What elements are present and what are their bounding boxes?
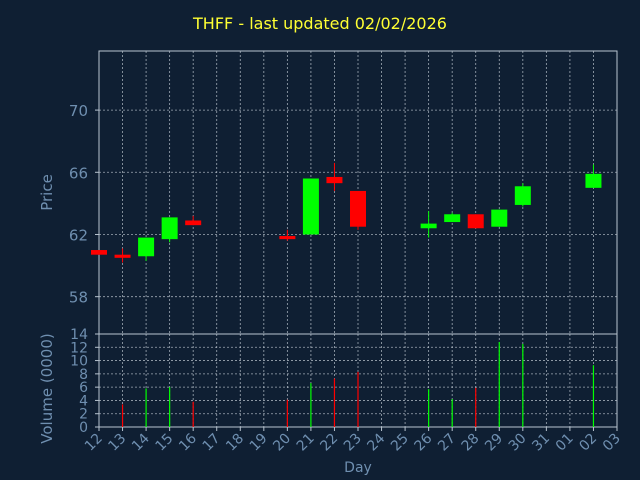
candle-body-20	[279, 236, 296, 240]
candle-body-16	[185, 220, 202, 226]
candle-body-29	[491, 209, 508, 227]
candle-body-27	[444, 214, 461, 223]
x-tick-label: 27	[435, 431, 459, 455]
price-axis-label: Price	[38, 174, 56, 211]
x-tick-label: 19	[247, 431, 271, 455]
candle-body-15	[161, 217, 178, 240]
candle-body-23	[350, 190, 366, 227]
x-tick-label: 30	[506, 431, 530, 455]
x-tick-label: 22	[317, 431, 341, 455]
volume-tick-label: 2	[79, 407, 88, 423]
volume-tick-label: 4	[79, 393, 88, 409]
x-tick-label: 29	[482, 431, 506, 455]
x-tick-label: 24	[364, 430, 388, 454]
volume-tick-label: 14	[70, 327, 88, 343]
x-tick-label: 28	[459, 431, 483, 455]
x-tick-label: 15	[153, 431, 177, 455]
volume-tick-label: 12	[70, 340, 88, 356]
volume-tick-label: 10	[70, 354, 88, 370]
chart-title: THFF - last updated 02/02/2026	[193, 14, 447, 33]
x-tick-label: 02	[576, 431, 600, 455]
volume-tick-label: 8	[79, 367, 88, 383]
candle-body-14	[138, 237, 155, 257]
x-tick-label: 13	[105, 431, 129, 455]
x-tick-label: 18	[223, 431, 247, 455]
x-tick-label: 14	[129, 430, 153, 454]
candle-body-22	[326, 176, 343, 184]
candle-body-02	[585, 173, 602, 188]
candle-body-26	[420, 223, 437, 229]
price-tick-label: 58	[69, 289, 88, 307]
price-tick-label: 62	[69, 226, 88, 244]
x-tick-label: 26	[412, 430, 436, 454]
x-axis-label: Day	[344, 460, 372, 476]
candle-body-12	[91, 250, 107, 255]
volume-tick-label: 6	[79, 380, 88, 396]
candle-body-28	[467, 214, 484, 229]
x-tick-label: 31	[529, 431, 553, 455]
candle-body-21	[302, 178, 319, 235]
x-tick-label: 25	[388, 431, 412, 455]
candle-body-30	[514, 186, 531, 205]
volume-axis-label: Volume (0000)	[38, 333, 56, 443]
price-tick-label: 66	[69, 164, 88, 182]
x-tick-label: 03	[600, 431, 624, 455]
price-tick-label: 70	[69, 102, 88, 120]
x-tick-label: 17	[200, 431, 224, 455]
x-tick-label: 23	[341, 431, 365, 455]
x-tick-label: 16	[176, 430, 200, 454]
candle-body-13	[114, 254, 131, 258]
volume-tick-label: 0	[79, 420, 88, 436]
x-tick-label: 20	[270, 431, 294, 455]
x-tick-label: 01	[553, 431, 577, 455]
x-tick-label: 21	[294, 431, 318, 455]
